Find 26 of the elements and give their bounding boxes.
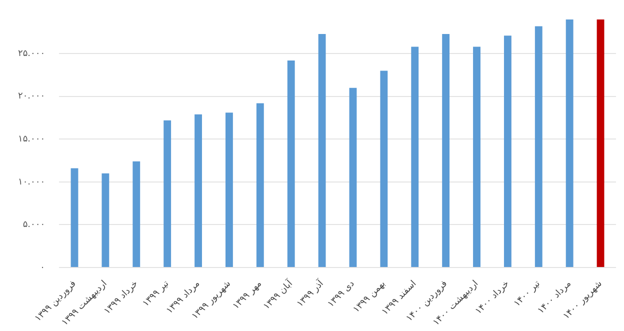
bar xyxy=(318,34,326,267)
bar xyxy=(164,120,172,267)
bar xyxy=(132,161,140,267)
bar xyxy=(473,46,480,267)
x-tick-label: تیر ۱۳۹۹ xyxy=(141,278,172,309)
bar xyxy=(194,114,202,267)
bar xyxy=(70,168,78,267)
bar xyxy=(349,88,357,267)
bar xyxy=(380,70,388,267)
bar xyxy=(596,19,604,267)
y-tick-label: ۲۰.۰۰۰ xyxy=(18,92,46,102)
bar xyxy=(226,112,233,267)
bar xyxy=(411,46,419,267)
y-tick-label: ۱۰.۰۰۰ xyxy=(18,177,46,188)
y-tick-label: ۵.۰۰۰ xyxy=(22,220,46,230)
bar xyxy=(256,103,264,267)
bar xyxy=(287,60,295,267)
bar xyxy=(102,173,110,267)
bar xyxy=(442,34,450,267)
y-tick-label: ۰ xyxy=(40,262,46,273)
y-tick-label: ۱۵.۰۰۰ xyxy=(18,134,46,144)
x-tick-label: آذر ۱۳۹۹ xyxy=(294,277,326,310)
bar xyxy=(534,26,542,267)
bar xyxy=(504,36,512,267)
bar xyxy=(566,19,574,267)
y-tick-label: ۲۵.۰۰۰ xyxy=(18,48,46,59)
